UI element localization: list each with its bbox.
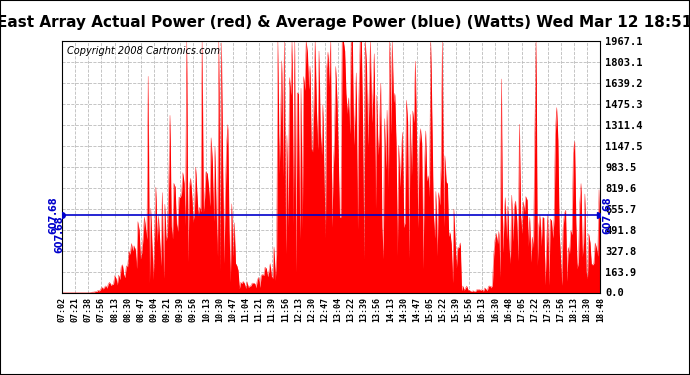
Text: 607.68: 607.68 [49,196,59,234]
Text: Copyright 2008 Cartronics.com: Copyright 2008 Cartronics.com [68,46,221,56]
Text: 607.68: 607.68 [602,196,612,234]
Text: 607.68: 607.68 [55,215,64,252]
Text: East Array Actual Power (red) & Average Power (blue) (Watts) Wed Mar 12 18:51: East Array Actual Power (red) & Average … [0,15,690,30]
